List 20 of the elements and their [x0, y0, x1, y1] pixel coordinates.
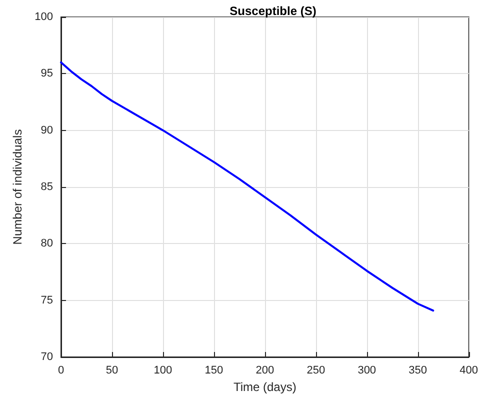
y-tick-label: 95: [40, 68, 53, 80]
x-tick-label: 400: [460, 364, 478, 376]
x-tick-label: 200: [256, 364, 274, 376]
line-series: [60, 61, 434, 312]
x-tick-label: 0: [58, 364, 64, 376]
x-tick-label: 150: [204, 364, 224, 376]
x-tick-label: 50: [106, 364, 118, 376]
y-tick-label: 90: [40, 124, 53, 136]
x-tick-label: 350: [408, 364, 428, 376]
y-tick-label: 85: [40, 181, 53, 193]
x-tick-label: 300: [358, 364, 376, 376]
y-axis-title: Number of individuals: [10, 129, 25, 245]
x-tick-label: 100: [154, 364, 172, 376]
x-tick-label: 250: [306, 364, 326, 376]
y-tick-label: 75: [40, 294, 53, 306]
y-tick-label: 100: [34, 11, 53, 23]
chart-title: Susceptible (S): [230, 4, 316, 18]
y-tick-label: 70: [40, 351, 53, 363]
y-tick-label: 80: [40, 238, 53, 250]
x-axis-title: Time (days): [233, 380, 296, 394]
